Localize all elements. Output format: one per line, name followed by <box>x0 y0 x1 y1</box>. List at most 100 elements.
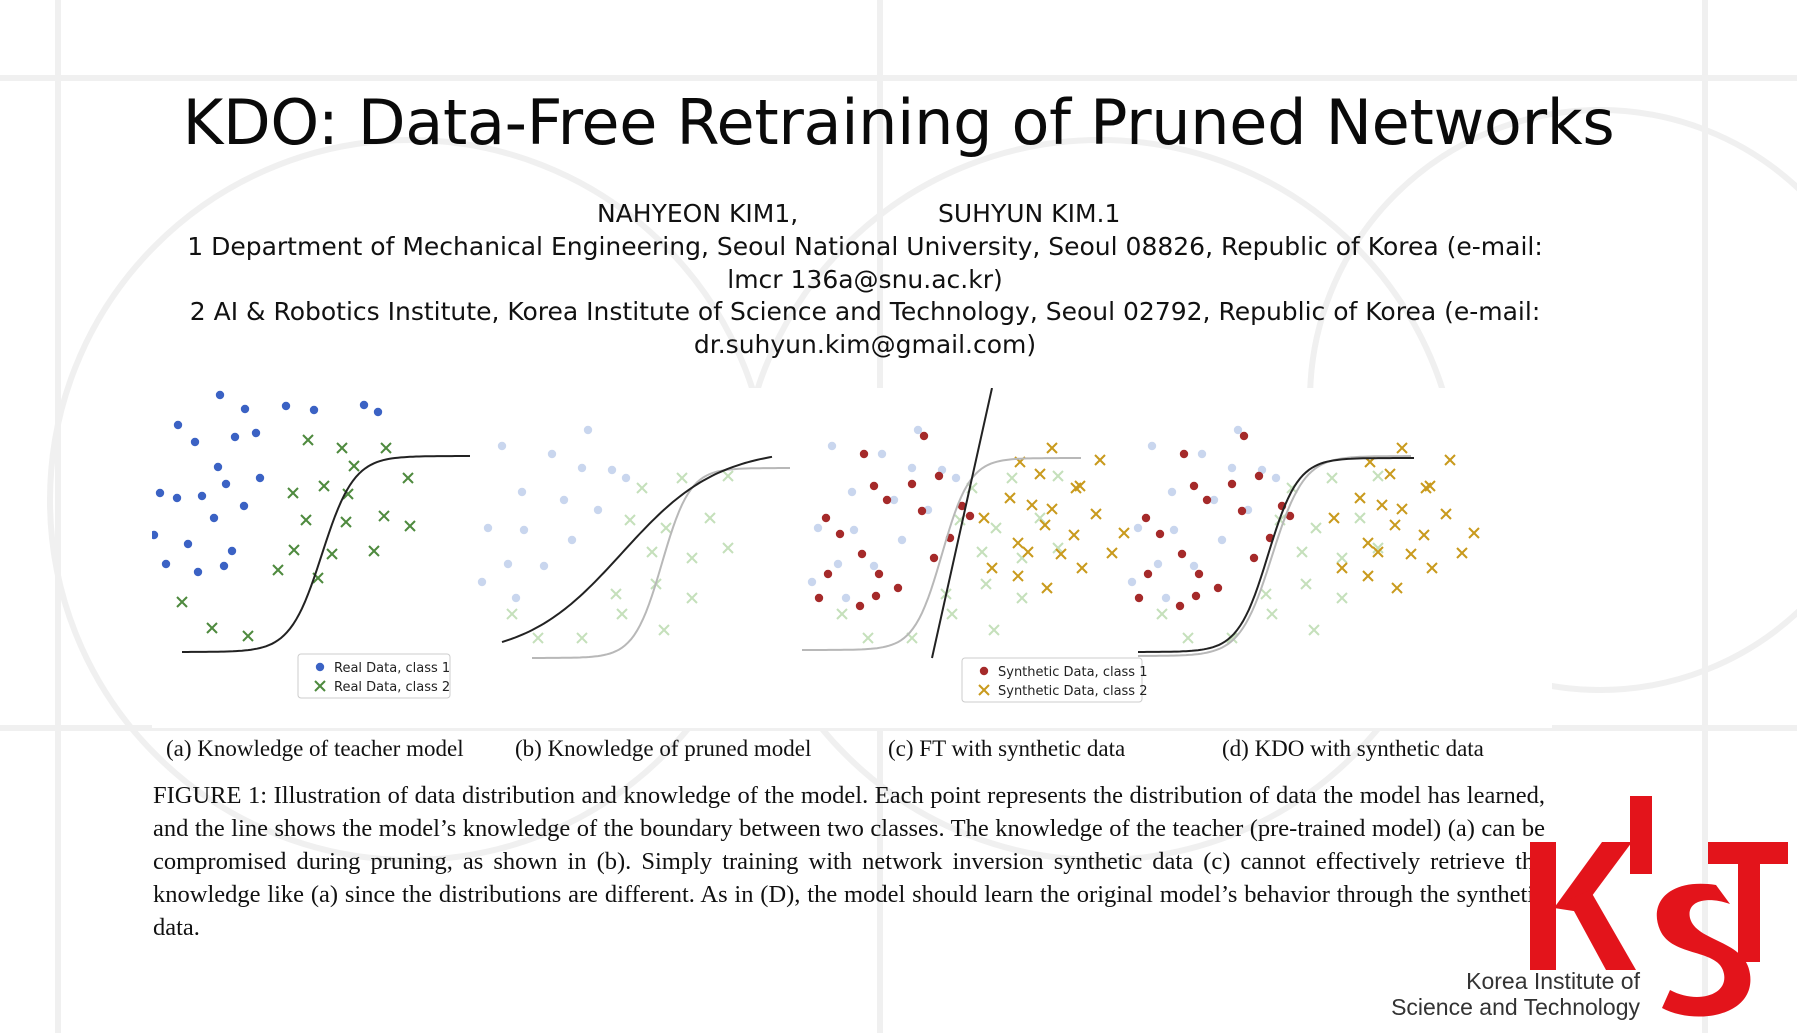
data-point <box>1354 512 1366 524</box>
data-point <box>503 559 513 569</box>
data-point <box>242 630 254 642</box>
data-point <box>676 472 688 484</box>
data-point <box>857 549 867 559</box>
data-point <box>287 487 299 499</box>
data-point <box>1153 559 1163 569</box>
data-point <box>1012 570 1024 582</box>
data-point <box>1074 480 1086 492</box>
data-point <box>1094 454 1106 466</box>
data-point <box>1076 562 1088 574</box>
data-point <box>1239 431 1249 441</box>
data-point <box>1336 562 1348 574</box>
legend: Synthetic Data, class 1 Synthetic Data, c… <box>961 657 1148 703</box>
data-point <box>1182 632 1194 644</box>
data-point <box>404 520 416 532</box>
data-point <box>368 545 380 557</box>
data-point <box>506 608 518 620</box>
data-point <box>1396 503 1408 515</box>
data-point <box>1004 492 1016 504</box>
boundary-line <box>532 467 790 659</box>
data-point <box>980 578 992 590</box>
data-point <box>1012 537 1024 549</box>
data-point <box>1202 495 1212 505</box>
data-point <box>221 479 231 489</box>
panel-b-caption: (b) Knowledge of pruned model <box>515 736 812 761</box>
data-point <box>813 523 823 533</box>
data-point <box>1254 471 1264 481</box>
data-point <box>1326 472 1338 484</box>
data-point <box>1362 537 1374 549</box>
data-point <box>1285 511 1295 521</box>
data-point <box>1418 529 1430 541</box>
panel-b <box>477 425 790 659</box>
boundary-line <box>501 455 773 644</box>
legend-marker <box>979 666 989 676</box>
data-point <box>1249 553 1259 563</box>
data-point <box>1271 473 1281 483</box>
data-point <box>1396 442 1408 454</box>
data-point <box>152 530 159 540</box>
data-point <box>1300 578 1312 590</box>
data-point <box>227 546 237 556</box>
data-point <box>219 561 229 571</box>
data-point <box>1376 499 1388 511</box>
panel-c: Synthetic Data, class 1 Synthetic Data, c… <box>802 388 1148 703</box>
data-point <box>859 449 869 459</box>
data-point <box>1118 527 1130 539</box>
data-point <box>616 608 628 620</box>
data-point <box>567 535 577 545</box>
data-point <box>897 535 907 545</box>
data-point <box>988 624 1000 636</box>
data-point <box>929 553 939 563</box>
data-point <box>877 449 887 459</box>
affiliation-line: lmcr 136a@snu.ac.kr) <box>727 265 1003 294</box>
data-point <box>1046 503 1058 515</box>
data-point <box>373 407 383 417</box>
data-point <box>1266 608 1278 620</box>
data-point <box>577 463 587 473</box>
data-point <box>340 516 352 528</box>
data-point <box>1134 593 1144 603</box>
data-point <box>519 525 529 535</box>
slide-title: KDO: Data-Free Retraining of Pruned Netw… <box>182 86 1615 159</box>
data-point <box>240 404 250 414</box>
data-point <box>378 510 390 522</box>
data-point <box>209 513 219 523</box>
data-point <box>862 632 874 644</box>
data-point <box>1426 562 1438 574</box>
data-point <box>230 432 240 442</box>
data-point <box>1336 592 1348 604</box>
data-point <box>1189 561 1199 571</box>
data-point <box>288 544 300 556</box>
data-point <box>1068 529 1080 541</box>
data-point <box>1141 513 1151 523</box>
data-point <box>402 472 414 484</box>
data-point <box>161 559 171 569</box>
data-point <box>951 473 961 483</box>
data-point <box>1391 582 1403 594</box>
data-point <box>359 400 369 410</box>
data-point <box>1016 592 1028 604</box>
data-point <box>855 601 865 611</box>
data-point <box>1006 472 1018 484</box>
panel-a-caption: (a) Knowledge of teacher model <box>166 736 464 761</box>
data-point <box>874 569 884 579</box>
data-point <box>836 608 848 620</box>
data-point <box>1155 529 1165 539</box>
data-point <box>610 588 622 600</box>
data-point <box>917 506 927 516</box>
figure-caption: FIGURE 1: Illustration of data distribut… <box>153 782 1545 941</box>
logo-text-line2: Science and Technology <box>1391 994 1640 1020</box>
data-point <box>1147 441 1157 451</box>
data-point <box>1456 547 1468 559</box>
data-point <box>1226 632 1238 644</box>
legend: Real Data, class 1 Real Data, class 2 <box>297 653 451 699</box>
legend-label: Real Data, class 2 <box>334 680 450 695</box>
data-point <box>814 593 824 603</box>
legend-label: Synthetic Data, class 2 <box>998 684 1148 699</box>
boundary-line <box>1137 455 1411 657</box>
data-point <box>1034 512 1046 524</box>
data-point <box>300 514 312 526</box>
data-point <box>1468 527 1480 539</box>
data-point <box>213 462 223 472</box>
